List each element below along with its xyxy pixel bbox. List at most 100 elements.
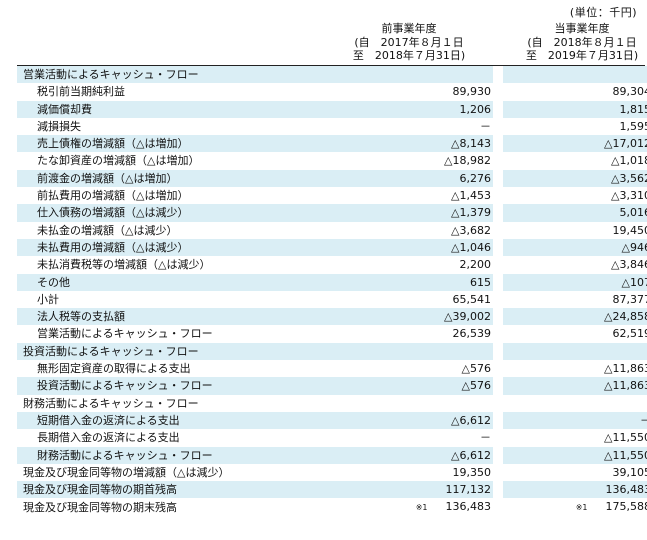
curr-year-value: 5,016 [503, 204, 647, 222]
curr-year-amount: △11,863 [604, 362, 647, 376]
curr-year-value: △3,310 [503, 187, 647, 204]
column-gap [493, 395, 503, 412]
column-gap [493, 66, 503, 84]
column-gap [493, 169, 503, 188]
prev-year-amount: △1,379 [451, 206, 491, 220]
row-label: 現金及び現金同等物の期末残高 [23, 500, 177, 514]
curr-year-value: △17,012 [503, 135, 647, 153]
header-prev-year: 前事業年度 (自 2017年８月１日 至 2018年７月31日) [344, 22, 474, 63]
prev-year-value [361, 342, 493, 361]
prev-year-value: 19,350 [361, 464, 493, 481]
curr-year-amount: △3,562 [611, 171, 647, 185]
prev-year-value: － [361, 429, 493, 446]
curr-year-value: △11,863 [503, 377, 647, 395]
table-row: 前払費用の増減額（△は増加） △1,453 △3,310 [17, 187, 647, 204]
column-gap [493, 83, 503, 100]
prev-year-value: △8,143 [361, 135, 493, 153]
curr-year-amount: △11,550 [604, 431, 647, 445]
curr-year-value: 39,105 [503, 464, 647, 481]
row-label: 減価償却費 [17, 100, 361, 118]
curr-year-amount: 175,588 [605, 500, 647, 514]
curr-year-amount: － [640, 414, 647, 427]
column-gap [493, 291, 503, 308]
table-row: 減価償却費 1,206 1,815 [17, 100, 647, 118]
curr-year-amount: 1,815 [619, 102, 647, 116]
column-gap [493, 481, 503, 499]
table-row: 未払金の増減額（△は減少） △3,682 19,450 [17, 222, 647, 239]
prev-year-amount: △6,612 [451, 448, 491, 462]
row-label: 投資活動によるキャッシュ・フロー [17, 342, 361, 361]
table-row: 営業活動によるキャッシュ・フロー 26,539 62,519 [17, 325, 647, 342]
curr-year-value: 19,450 [503, 222, 647, 239]
curr-year-amount: △17,012 [604, 137, 647, 151]
prev-year-value: － [361, 118, 493, 135]
row-label: 法人税等の支払額 [17, 308, 361, 326]
curr-year-amount: △1,018 [611, 154, 647, 168]
curr-year-amount: 89,304 [612, 85, 647, 99]
prev-year-value: 6,276 [361, 169, 493, 188]
curr-year-value: △3,846 [503, 256, 647, 273]
column-gap [493, 135, 503, 153]
table-row: 売上債権の増減額（△は増加） △8,143 △17,012 [17, 135, 647, 153]
table-row: 営業活動によるキャッシュ・フロー [17, 66, 647, 84]
row-label: 営業活動によるキャッシュ・フロー [37, 327, 213, 341]
curr-year-amount: △3,310 [611, 189, 647, 203]
curr-year-amount: △107 [621, 275, 647, 289]
column-gap [493, 342, 503, 361]
note-marker: ※1 [575, 503, 588, 513]
column-gap [493, 238, 503, 257]
header-prev-to: 至 2018年７月31日) [352, 49, 466, 62]
curr-year-amount: 39,105 [612, 465, 647, 479]
prev-year-amount: 1,206 [459, 102, 492, 116]
column-gap [493, 187, 503, 204]
prev-year-amount: △576 [461, 379, 491, 393]
row-label: 長期借入金の返済による支出 [37, 431, 180, 445]
prev-year-amount: △39,002 [444, 310, 491, 324]
curr-year-value: △11,863 [503, 360, 647, 377]
curr-year-value: △24,858 [503, 308, 647, 326]
prev-year-value: △1,046 [361, 238, 493, 257]
table-row: 財務活動によるキャッシュ・フロー [17, 395, 647, 412]
curr-year-amount: △11,863 [604, 379, 647, 393]
column-gap [493, 308, 503, 326]
table-row: 投資活動によるキャッシュ・フロー [17, 342, 647, 361]
table-row: 税引前当期純利益 89,930 89,304 [17, 83, 647, 100]
row-label: 投資活動によるキャッシュ・フロー [17, 377, 361, 395]
row-label: 短期借入金の返済による支出 [17, 411, 361, 430]
table-row: その他 615 △107 [17, 273, 647, 291]
prev-year-amount: 615 [470, 275, 491, 289]
header-prev-title: 前事業年度 [381, 22, 437, 35]
unit-label: (単位：千円) [569, 6, 637, 19]
curr-year-value: 87,377 [503, 291, 647, 308]
curr-year-value: △11,550 [503, 429, 647, 446]
curr-year-value: ※1 175,588 [503, 498, 647, 516]
prev-year-value: 117,132 [361, 481, 493, 499]
row-label: 売上債権の増減額（△は増加） [17, 135, 361, 153]
table-row: 前渡金の増減額（△は増加） 6,276 △3,562 [17, 169, 647, 188]
header-curr-title: 当事業年度 [554, 22, 610, 35]
prev-year-amount: △3,682 [451, 223, 491, 237]
prev-year-amount: 6,276 [459, 171, 492, 185]
column-gap [493, 325, 503, 342]
curr-year-amount: 87,377 [612, 292, 647, 306]
prev-year-value: △3,682 [361, 222, 493, 239]
prev-year-amount: 26,539 [452, 327, 492, 341]
curr-year-value: △107 [503, 273, 647, 291]
column-gap [493, 464, 503, 481]
curr-year-value: △1,018 [503, 152, 647, 169]
curr-year-amount: 19,450 [612, 223, 647, 237]
curr-year-amount: 1,595 [619, 119, 647, 133]
column-gap [493, 446, 503, 464]
prev-year-value: 89,930 [361, 83, 493, 100]
curr-year-amount: 5,016 [619, 206, 647, 220]
table-row: 未払消費税等の増減額（△は減少） 2,200 △3,846 [17, 256, 647, 273]
column-gap [493, 377, 503, 395]
row-label: 小計 [37, 292, 59, 306]
prev-year-value: ※1 136,483 [361, 498, 493, 516]
curr-year-amount: 136,483 [605, 483, 647, 497]
curr-year-value: △3,562 [503, 169, 647, 188]
curr-year-value: 136,483 [503, 481, 647, 499]
prev-year-value: △1,379 [361, 204, 493, 222]
note-marker: ※1 [415, 503, 428, 513]
header-curr-to: 至 2019年７月31日) [525, 49, 639, 62]
